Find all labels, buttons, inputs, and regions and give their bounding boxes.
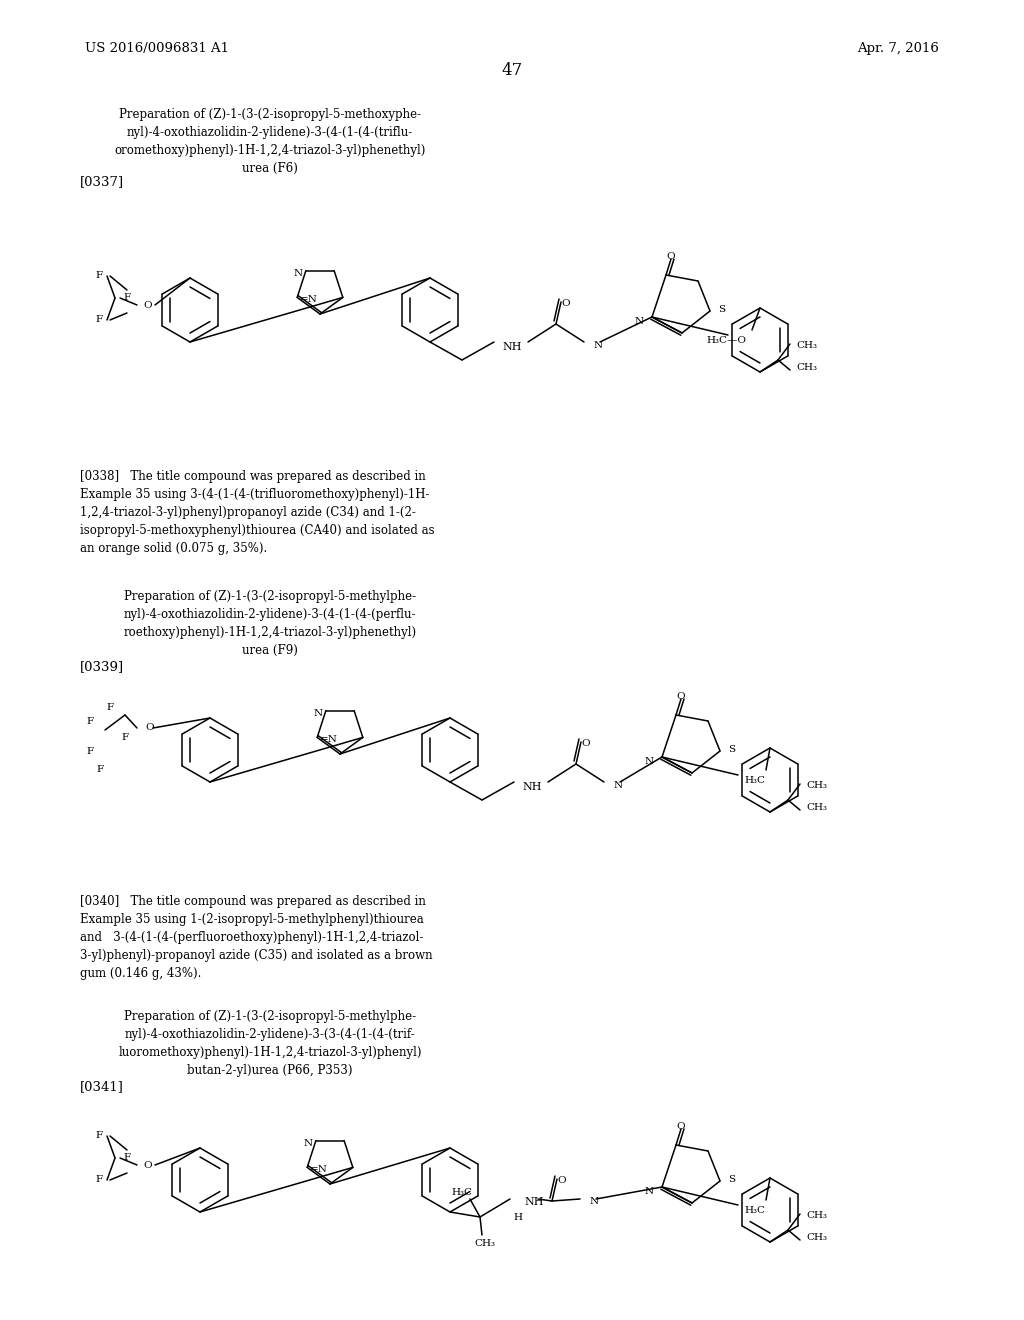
Text: [0339]: [0339] (80, 660, 124, 673)
Text: H₃C—O: H₃C—O (706, 337, 746, 345)
Text: N: N (313, 709, 323, 718)
Text: [0341]: [0341] (80, 1080, 124, 1093)
Text: CH₃: CH₃ (806, 1212, 827, 1221)
Text: F: F (122, 734, 129, 742)
Text: Preparation of (Z)-1-(3-(2-isopropyl-5-methylphe-
nyl)-4-oxothiazolidin-2-yliden: Preparation of (Z)-1-(3-(2-isopropyl-5-m… (118, 1010, 422, 1077)
Text: O: O (557, 1176, 565, 1185)
Text: H: H (513, 1213, 522, 1222)
Text: F: F (96, 1131, 103, 1140)
Text: N: N (635, 318, 644, 326)
Text: F: F (123, 1154, 130, 1163)
Text: H₃C: H₃C (451, 1188, 472, 1197)
Text: S: S (728, 1175, 735, 1184)
Text: N: N (594, 341, 603, 350)
Text: O: O (677, 1122, 685, 1131)
Text: N: N (294, 269, 303, 279)
Text: CH₃: CH₃ (806, 804, 827, 813)
Text: [0338]   The title compound was prepared as described in
Example 35 using 3-(4-(: [0338] The title compound was prepared a… (80, 470, 434, 554)
Text: N: N (645, 758, 654, 767)
Text: O: O (667, 252, 675, 261)
Text: [0337]: [0337] (80, 176, 124, 187)
Text: H₃C: H₃C (744, 1206, 765, 1214)
Text: F: F (86, 747, 93, 756)
Text: CH₃: CH₃ (796, 363, 817, 372)
Text: F: F (96, 315, 103, 325)
Text: O: O (143, 1160, 152, 1170)
Text: F: F (106, 704, 114, 713)
Text: =N: =N (300, 294, 318, 304)
Text: US 2016/0096831 A1: US 2016/0096831 A1 (85, 42, 229, 55)
Text: CH₃: CH₃ (806, 781, 827, 791)
Text: Preparation of (Z)-1-(3-(2-isopropyl-5-methoxyphe-
nyl)-4-oxothiazolidin-2-ylide: Preparation of (Z)-1-(3-(2-isopropyl-5-m… (115, 108, 426, 176)
Text: N: N (645, 1188, 654, 1196)
Text: O: O (677, 692, 685, 701)
Text: NH: NH (502, 342, 522, 352)
Text: CH₃: CH₃ (796, 342, 817, 351)
Text: O: O (581, 739, 590, 748)
Text: S: S (728, 744, 735, 754)
Text: F: F (96, 272, 103, 281)
Text: Preparation of (Z)-1-(3-(2-isopropyl-5-methylphe-
nyl)-4-oxothiazolidin-2-yliden: Preparation of (Z)-1-(3-(2-isopropyl-5-m… (124, 590, 417, 657)
Text: =N: =N (310, 1166, 328, 1173)
Text: H₃C: H₃C (744, 776, 765, 785)
Text: [0340]   The title compound was prepared as described in
Example 35 using 1-(2-i: [0340] The title compound was prepared a… (80, 895, 432, 979)
Text: N: N (304, 1139, 313, 1148)
Text: O: O (145, 723, 154, 733)
Text: N: N (614, 780, 624, 789)
Text: Apr. 7, 2016: Apr. 7, 2016 (857, 42, 939, 55)
Text: F: F (123, 293, 130, 302)
Text: S: S (718, 305, 725, 314)
Text: CH₃: CH₃ (474, 1239, 496, 1247)
Text: =N: =N (321, 735, 338, 744)
Text: NH: NH (524, 1197, 544, 1206)
Text: O: O (561, 300, 569, 308)
Text: F: F (96, 766, 103, 775)
Text: F: F (96, 1176, 103, 1184)
Text: 47: 47 (502, 62, 522, 79)
Text: CH₃: CH₃ (806, 1233, 827, 1242)
Text: F: F (86, 718, 93, 726)
Text: N: N (590, 1197, 599, 1206)
Text: NH: NH (522, 781, 542, 792)
Text: O: O (143, 301, 152, 309)
